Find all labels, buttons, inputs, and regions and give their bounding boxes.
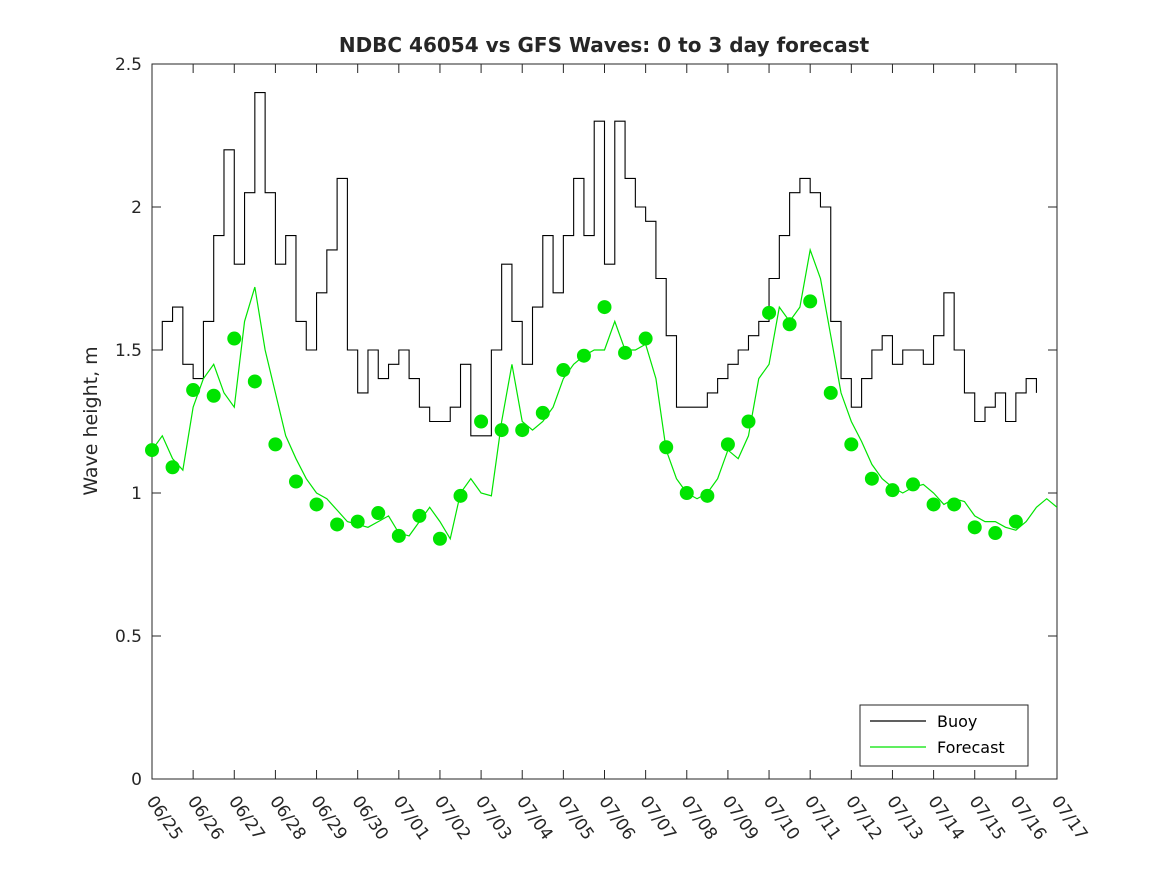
forecast-point — [535, 405, 550, 420]
x-tick-label: 07/06 — [594, 792, 638, 844]
forecast-point — [576, 348, 591, 363]
forecast-point — [597, 300, 612, 315]
forecast-point — [494, 423, 509, 438]
y-tick-label: 2.5 — [115, 55, 142, 75]
forecast-point — [165, 460, 180, 475]
forecast-point — [556, 363, 571, 378]
x-tick-label: 07/05 — [553, 792, 597, 844]
x-tick-label: 07/15 — [965, 792, 1009, 844]
y-tick-label: 1 — [131, 484, 142, 504]
forecast-point — [906, 477, 921, 492]
series-line-forecast — [152, 247, 1057, 541]
forecast-point — [988, 526, 1003, 541]
x-tick-label: 07/13 — [882, 792, 926, 844]
x-tick-label: 07/09 — [718, 792, 762, 844]
forecast-point — [864, 471, 879, 486]
forecast-point — [247, 374, 262, 389]
forecast-point — [474, 414, 489, 429]
forecast-point — [309, 497, 324, 512]
plot-area — [145, 63, 1058, 780]
forecast-point — [412, 508, 427, 523]
x-tick-label: 07/08 — [677, 792, 721, 844]
forecast-point — [371, 506, 386, 521]
forecast-point — [762, 305, 777, 320]
forecast-point — [638, 331, 653, 346]
forecast-point — [782, 317, 797, 332]
forecast-point — [720, 437, 735, 452]
forecast-point — [145, 443, 159, 458]
forecast-point — [288, 474, 303, 489]
forecast-point — [700, 488, 715, 503]
y-axis-label: Wave height, m — [80, 346, 102, 495]
x-tick-label: 07/10 — [759, 792, 803, 844]
forecast-point — [947, 497, 962, 512]
chart-title: NDBC 46054 vs GFS Waves: 0 to 3 day fore… — [339, 33, 870, 57]
x-tick-label: 07/02 — [430, 792, 474, 844]
forecast-point — [618, 345, 633, 360]
x-tick-label: 06/26 — [183, 792, 227, 844]
forecast-point — [350, 514, 365, 529]
forecast-point — [1008, 514, 1023, 529]
x-tick-label: 07/01 — [389, 792, 433, 844]
forecast-point — [926, 497, 941, 512]
forecast-point — [803, 294, 818, 309]
x-tick-label: 07/04 — [512, 792, 556, 844]
forecast-point — [844, 437, 859, 452]
axis-ticks — [151, 63, 1058, 780]
forecast-point — [741, 414, 756, 429]
x-tick-label: 06/25 — [142, 792, 186, 844]
forecast-point — [885, 483, 900, 498]
y-tick-label: 0.5 — [115, 627, 142, 647]
forecast-point — [330, 517, 345, 532]
x-tick-label: 06/29 — [306, 792, 350, 844]
y-tick-label: 0 — [131, 770, 142, 790]
x-tick-label: 06/27 — [224, 792, 268, 844]
x-tick-label: 06/30 — [348, 792, 392, 844]
y-tick-label: 2 — [131, 198, 142, 218]
legend: Buoy Forecast — [859, 704, 1029, 767]
forecast-point — [515, 423, 530, 438]
legend-label-forecast: Forecast — [937, 738, 1005, 757]
forecast-point — [823, 385, 838, 400]
forecast-point — [967, 520, 982, 535]
x-tick-label: 06/28 — [265, 792, 309, 844]
x-tick-label: 07/14 — [923, 792, 967, 844]
legend-box — [859, 704, 1029, 767]
forecast-point — [453, 488, 468, 503]
forecast-point — [186, 383, 201, 398]
x-tick-label: 07/16 — [1006, 792, 1050, 844]
legend-label-buoy: Buoy — [937, 712, 977, 731]
x-tick-label: 07/07 — [636, 792, 680, 844]
forecast-point — [391, 528, 406, 543]
forecast-point — [227, 331, 242, 346]
forecast-point — [206, 388, 221, 403]
forecast-point — [268, 437, 283, 452]
x-tick-label: 07/03 — [471, 792, 515, 844]
forecast-point — [659, 440, 674, 455]
forecast-point — [679, 486, 694, 500]
series-line-buoy — [152, 92, 1037, 437]
forecast-point — [432, 531, 447, 546]
x-tick-label: 07/11 — [800, 792, 844, 844]
y-tick-label: 1.5 — [115, 341, 142, 361]
x-tick-label: 07/17 — [1047, 792, 1091, 844]
x-tick-label: 07/12 — [841, 792, 885, 844]
